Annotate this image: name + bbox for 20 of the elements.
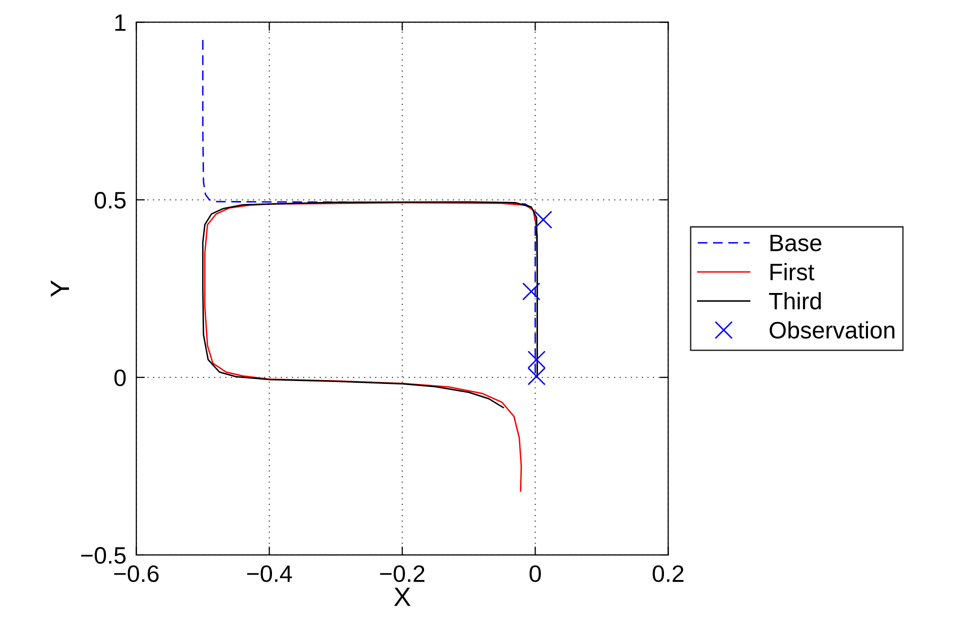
y-axis-title: Y xyxy=(50,280,69,297)
legend-label: First xyxy=(770,263,814,280)
legend-label: Base xyxy=(770,234,822,252)
point xyxy=(522,282,540,300)
point xyxy=(528,350,546,369)
x-axis-title: X xyxy=(394,588,411,606)
point xyxy=(534,210,552,229)
legend-label: Third xyxy=(769,292,821,310)
x-tick-label: −0.4 xyxy=(247,565,292,582)
legend-label: Observation xyxy=(770,321,894,339)
x-tick-label: −0.2 xyxy=(380,565,424,582)
line-series xyxy=(202,201,538,408)
point xyxy=(528,367,546,386)
x-tick-label: 0.2 xyxy=(652,565,684,582)
y-tick-label: −0.5 xyxy=(81,547,126,564)
x-tick-label: 0 xyxy=(530,565,541,582)
y-tick-label: 0 xyxy=(114,369,126,386)
y-tick-label: 0.5 xyxy=(94,192,126,209)
y-tick-label: 1 xyxy=(115,14,126,31)
x-tick-label: −0.6 xyxy=(114,565,159,582)
